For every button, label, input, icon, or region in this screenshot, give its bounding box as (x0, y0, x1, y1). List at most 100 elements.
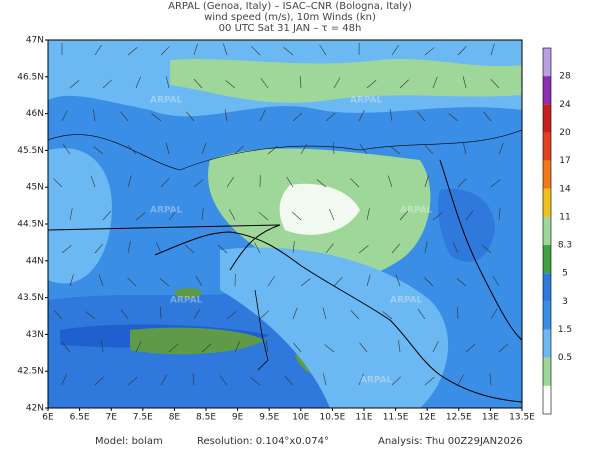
lat-label: 42.5N (17, 367, 44, 377)
lon-label: 10.5E (320, 413, 346, 423)
watermark: ARPAL (350, 96, 383, 106)
wind-barb (186, 111, 195, 122)
lon-label: 11.5E (383, 413, 409, 423)
lat-label: 44.5N (17, 220, 44, 230)
lon-axis: 6E 6.5E 7E 7.5E 8E 8.5E 9E 9.5E 10E 10.5E 11E 11.5E… (42, 408, 535, 423)
colorbar: 28 24 20 17 14 11 8.3 5 3 1.5 0.5 (542, 47, 572, 415)
wind-barb (358, 110, 365, 122)
colorbar-swatch (543, 385, 551, 414)
wind-barb (195, 275, 203, 287)
field-dark (438, 189, 495, 262)
colorbar-swatch (543, 132, 551, 161)
colorbar-swatch (543, 188, 551, 217)
wind-barb (332, 142, 335, 155)
wind-barb (201, 208, 204, 221)
wind-barb (292, 241, 295, 254)
colorbar-label: 3 (562, 297, 568, 307)
wind-barb (100, 340, 104, 353)
wind-barb (328, 208, 335, 221)
wind-barb (391, 44, 399, 56)
wind-barb (225, 80, 236, 89)
wind-barb (300, 143, 308, 155)
wind-barb (219, 375, 228, 386)
wind-barb (358, 245, 369, 254)
wind-barb (135, 212, 146, 221)
wind-barb (366, 80, 377, 89)
lon-label: 13.5E (509, 413, 535, 423)
colorbar-swatch (543, 76, 551, 105)
wind-barb (85, 311, 96, 320)
wind-barb (490, 179, 501, 188)
wind-barb (62, 144, 71, 155)
wind-barb (98, 274, 104, 287)
wind-barb (462, 142, 467, 155)
wind-barb (226, 311, 237, 320)
wind-barb (127, 47, 138, 56)
wind-barb (229, 209, 236, 221)
lat-label: 47N (26, 36, 44, 46)
wind-barb (61, 245, 72, 254)
wind-barb (102, 210, 112, 221)
wind-barb (452, 241, 459, 254)
wind-barb (382, 311, 393, 320)
colorbar-swatch (543, 357, 551, 386)
lon-label: 12E (419, 413, 436, 423)
wind-barb (201, 142, 207, 155)
wind-barb (359, 144, 368, 155)
wind-barb (258, 211, 269, 221)
wind-barb (350, 178, 360, 188)
wind-barb (283, 47, 294, 56)
footer-resolution: Resolution: 0.104°x0.074° (197, 436, 329, 447)
colorbar-swatch (543, 104, 551, 133)
wind-barb (135, 341, 142, 353)
wind-barb (192, 373, 195, 386)
wind-barb (299, 76, 302, 89)
lon-label: 8.5E (196, 413, 216, 423)
wind-barb (498, 142, 504, 155)
footer-model: Model: bolam (95, 436, 163, 447)
wind-barb (151, 113, 162, 122)
wind-barb (424, 241, 428, 254)
wind-barb (333, 277, 343, 287)
wind-barb (333, 77, 341, 89)
wind-barb (90, 175, 96, 188)
lat-label: 43.5N (17, 293, 44, 303)
wind-barb (127, 175, 132, 188)
wind-barb (366, 274, 371, 287)
wind-barb (267, 146, 278, 155)
wind-barb (293, 342, 302, 353)
border (48, 129, 522, 171)
coastline (48, 224, 281, 271)
colorbar-swatch (543, 160, 551, 189)
wind-barb (324, 344, 335, 353)
watermark: ARPAL (150, 96, 183, 106)
header-line: 00 UTC Sat 31 JAN – τ = 48h (219, 23, 362, 34)
wind-barb (127, 277, 137, 287)
wind-barb (498, 343, 509, 353)
lon-label: 10E (292, 413, 309, 423)
wind-barb (62, 342, 71, 353)
colorbar-label: 8.3 (558, 241, 572, 251)
colorbar-swatch (543, 216, 551, 246)
wind-barb (325, 112, 336, 122)
lon-label: 6.5E (70, 413, 90, 423)
wind-barb (226, 176, 234, 188)
wind-barb (160, 178, 170, 188)
wind-barb (168, 343, 179, 353)
wind-barb (398, 340, 401, 353)
wind-barb (366, 208, 370, 221)
wind-barb (286, 176, 294, 188)
wind-barb (462, 76, 467, 89)
colorbar-label: 5 (562, 269, 568, 279)
wind-barb (254, 242, 261, 254)
watermark: ARPAL (390, 296, 423, 306)
wind-barb (201, 343, 212, 353)
colorbar-frame (542, 47, 552, 415)
wind-barb (159, 307, 162, 320)
wind-barb (251, 46, 261, 56)
lon-label: 12.5E (446, 413, 472, 423)
wind-barb (193, 78, 203, 89)
wind-barb (94, 44, 102, 56)
wind-barb (155, 241, 162, 254)
